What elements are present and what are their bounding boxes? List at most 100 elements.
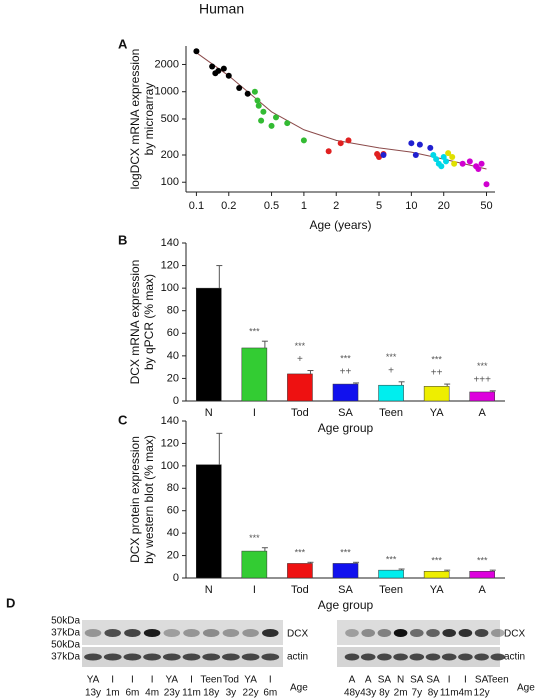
bar — [196, 287, 222, 402]
actin-band — [441, 653, 457, 661]
y-tick-label: 120 — [161, 437, 179, 449]
actin-band — [344, 653, 360, 661]
bar — [287, 373, 313, 402]
lane-label: SA — [410, 675, 424, 686]
data-point — [215, 67, 222, 74]
y-tick-label: 0 — [173, 572, 179, 584]
data-point — [442, 158, 449, 165]
actin-band — [103, 653, 122, 661]
x-tick-label: A — [479, 584, 487, 596]
bar — [423, 571, 450, 579]
significance: *** — [386, 554, 397, 564]
actin-band — [377, 653, 392, 661]
kda-marker: 37kDa — [51, 628, 80, 639]
dcx-band — [490, 629, 505, 637]
y-tick-label: 100 — [161, 460, 179, 472]
data-point — [300, 137, 307, 144]
y-axis-label: by qPCR (% max) — [142, 274, 156, 370]
significance: *** — [431, 556, 442, 566]
data-point — [408, 140, 415, 147]
bar — [241, 550, 268, 579]
significance: ++ — [340, 367, 352, 378]
y-tick-label: 80 — [167, 482, 179, 494]
actin-band — [409, 653, 425, 661]
data-point — [449, 154, 456, 161]
data-point — [475, 166, 482, 173]
figure-title: Human — [199, 1, 244, 17]
x-tick-label: I — [253, 407, 256, 419]
significance: ++ — [431, 368, 443, 379]
x-tick-label: N — [205, 584, 213, 596]
lane-label: SA — [426, 675, 440, 686]
lane-age: 43y — [360, 688, 376, 699]
y-tick-label: 0 — [173, 395, 179, 407]
y-axis-label: DCX protein expression — [128, 436, 142, 563]
bar — [378, 569, 404, 579]
data-point — [272, 114, 279, 121]
data-point — [345, 137, 352, 144]
data-point — [445, 150, 452, 157]
band-label: actin — [504, 652, 525, 663]
dcx-band — [426, 629, 440, 637]
actin-band — [474, 653, 489, 661]
dcx-band — [242, 629, 259, 637]
lane-label: A — [349, 675, 356, 686]
data-point — [258, 117, 265, 124]
dcx-band — [409, 629, 424, 637]
data-point — [438, 163, 445, 170]
data-point — [433, 156, 440, 163]
blot-actin — [82, 647, 283, 667]
x-tick-label: 10 — [405, 200, 417, 212]
lane-age: 7y — [412, 688, 423, 699]
lane-label: I — [151, 675, 154, 686]
dcx-band — [202, 629, 220, 637]
lane-age: 2m — [394, 688, 408, 699]
dcx-band — [84, 629, 102, 637]
bar — [287, 563, 313, 579]
x-tick-label: 2 — [333, 200, 339, 212]
actin-band — [143, 653, 161, 661]
lane-label: I — [269, 675, 272, 686]
data-point — [483, 181, 490, 188]
data-point — [254, 97, 261, 104]
actin-band — [222, 653, 240, 661]
data-point — [337, 140, 344, 147]
y-tick-label: 20 — [167, 372, 179, 384]
significance: *** — [340, 548, 351, 558]
data-point — [380, 151, 387, 158]
data-point — [244, 90, 251, 97]
actin-band — [490, 653, 506, 661]
y-axis-label: logDCX mRNA expression — [128, 49, 142, 190]
band-label: DCX — [287, 629, 308, 640]
kda-marker: 37kDa — [51, 652, 80, 663]
significance: *** — [249, 327, 260, 337]
lane-label: YA — [244, 675, 257, 686]
lane-label: YA — [87, 675, 100, 686]
y-tick-label: 120 — [161, 259, 179, 271]
data-point — [412, 151, 419, 158]
actin-band — [162, 653, 181, 661]
significance: *** — [295, 341, 306, 351]
x-tick-label: 5 — [376, 200, 382, 212]
lane-label: I — [131, 675, 134, 686]
x-tick-label: 20 — [438, 200, 450, 212]
dcx-band — [458, 629, 473, 637]
bar — [332, 383, 359, 402]
x-tick-label: A — [479, 407, 487, 419]
data-point — [325, 148, 332, 155]
age-label: Age — [290, 683, 308, 694]
lane-age: 6m — [125, 688, 139, 699]
y-tick-label: 100 — [161, 176, 179, 188]
significance: *** — [340, 353, 351, 363]
lane-age: 48y — [344, 688, 360, 699]
x-tick-label: YA — [430, 407, 445, 419]
x-axis-label: Age (years) — [309, 218, 371, 232]
y-tick-label: 140 — [161, 237, 179, 249]
significance: *** — [295, 548, 306, 558]
bar — [378, 384, 404, 402]
x-tick-label: 1 — [301, 200, 307, 212]
x-axis-label: Age group — [318, 598, 374, 612]
data-point — [251, 88, 258, 95]
y-tick-label: 100 — [161, 282, 179, 294]
